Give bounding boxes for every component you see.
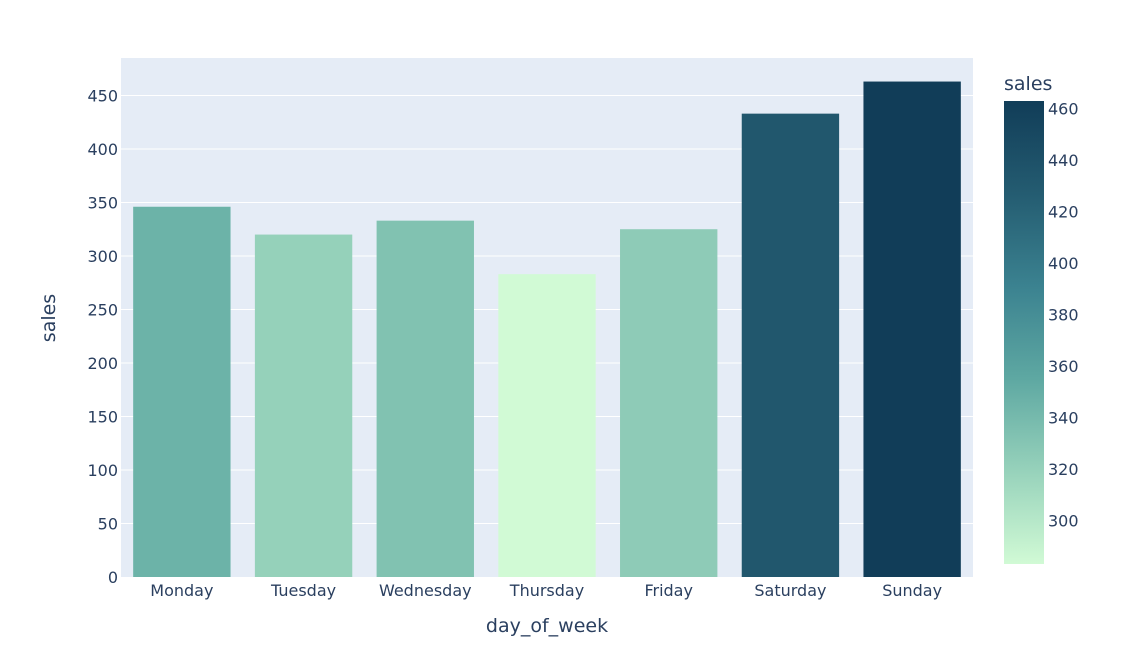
colorbar-title: sales — [1004, 73, 1052, 95]
colorbar-tick-label: 300 — [1048, 511, 1079, 530]
colorbar-tick-label: 460 — [1048, 100, 1079, 119]
y-tick-label: 50 — [98, 514, 118, 533]
bar-saturday[interactable] — [741, 113, 840, 578]
y-tick-label: 300 — [87, 247, 118, 266]
colorbar-tick-label: 340 — [1048, 408, 1079, 427]
y-tick-label: 400 — [87, 140, 118, 159]
y-tick-label: 150 — [87, 407, 118, 426]
colorbar-tick-label: 400 — [1048, 254, 1079, 273]
x-tick-label: Tuesday — [270, 581, 336, 600]
colorbar-tick-label: 380 — [1048, 305, 1079, 324]
y-tick-label: 250 — [87, 300, 118, 319]
y-tick-labels: 0 50 100 150 200 250 300 350 400 450 — [87, 86, 118, 587]
bar-layer — [133, 81, 961, 578]
bar-wednesday[interactable] — [376, 220, 474, 577]
x-tick-label: Monday — [150, 581, 213, 600]
y-axis-title: sales — [38, 294, 60, 342]
y-tick-label: 450 — [87, 86, 118, 105]
bar-friday[interactable] — [620, 229, 718, 577]
x-tick-label: Wednesday — [379, 581, 472, 600]
colorbar-tick-labels: 300 320 340 360 380 400 420 440 460 — [1048, 100, 1079, 531]
y-tick-label: 100 — [87, 461, 118, 480]
x-tick-label: Thursday — [509, 581, 584, 600]
bar-tuesday[interactable] — [254, 234, 353, 577]
colorbar-tick-label: 440 — [1048, 151, 1079, 170]
bar-thursday[interactable] — [498, 274, 596, 577]
y-tick-label: 350 — [87, 193, 118, 212]
x-tick-labels: Monday Tuesday Wednesday Thursday Friday Satu… — [150, 581, 942, 600]
y-tick-label: 200 — [87, 354, 118, 373]
colorbar-tick-label: 360 — [1048, 357, 1079, 376]
y-tick-label: 0 — [108, 568, 118, 587]
x-axis-title: day_of_week — [486, 615, 608, 637]
bar-sunday[interactable] — [863, 81, 961, 577]
x-tick-label: Saturday — [754, 581, 826, 600]
x-tick-label: Sunday — [882, 581, 942, 600]
colorbar — [1004, 101, 1044, 564]
colorbar-tick-label: 420 — [1048, 203, 1079, 222]
bar-monday[interactable] — [133, 206, 231, 577]
x-tick-label: Friday — [644, 581, 693, 600]
colorbar-tick-label: 320 — [1048, 460, 1079, 479]
